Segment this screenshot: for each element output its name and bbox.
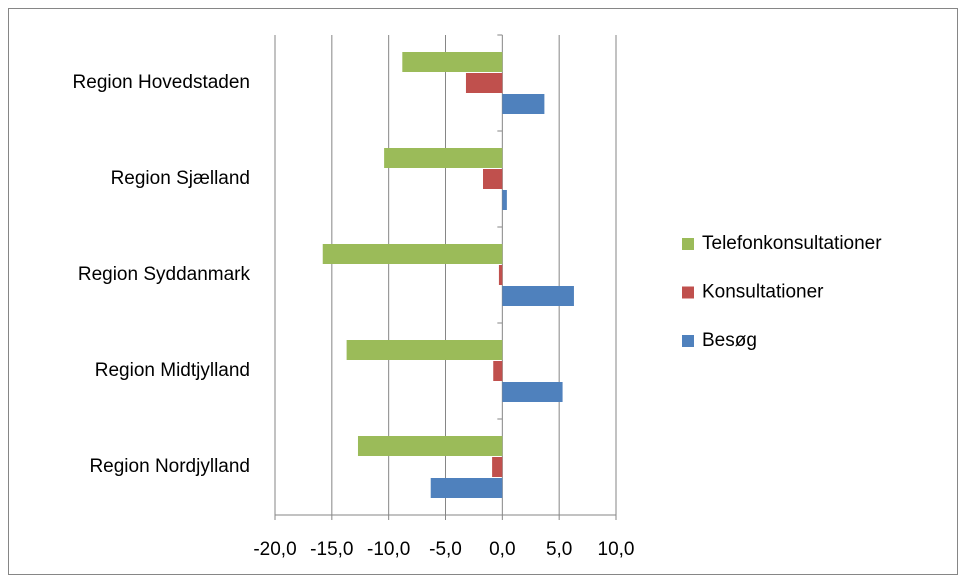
y-tick-label: Region Nordjylland (89, 456, 250, 477)
legend-label: Konsultationer (702, 282, 824, 303)
legend-swatch (682, 335, 694, 347)
bar (357, 436, 503, 456)
bar (322, 244, 503, 264)
y-tick-label: Region Hovedstaden (73, 72, 250, 93)
x-tick-label: 0,0 (489, 539, 515, 560)
bar (502, 94, 545, 114)
bar (402, 52, 503, 72)
bar (483, 169, 503, 189)
bar (346, 340, 503, 360)
x-tick-label: -5,0 (429, 539, 462, 560)
bar (502, 382, 563, 402)
x-tick-label: 10,0 (598, 539, 635, 560)
bar (465, 73, 503, 93)
bar (502, 190, 507, 210)
legend-swatch (682, 238, 694, 250)
y-tick-label: Region Sjælland (111, 168, 250, 189)
bar (493, 361, 503, 381)
bar (430, 478, 503, 498)
bar (492, 457, 503, 477)
legend-swatch (682, 286, 694, 299)
legend-label: Besøg (702, 330, 757, 351)
bar (502, 286, 574, 306)
bar (498, 265, 503, 285)
legend-label: Telefonkonsultationer (702, 233, 882, 254)
y-tick-label: Region Syddanmark (78, 264, 251, 285)
x-tick-label: -10,0 (367, 539, 410, 560)
x-tick-label: -20,0 (253, 539, 296, 560)
x-tick-label: -15,0 (310, 539, 353, 560)
bar (384, 148, 503, 168)
x-tick-label: 5,0 (546, 539, 572, 560)
y-tick-label: Region Midtjylland (95, 360, 250, 381)
